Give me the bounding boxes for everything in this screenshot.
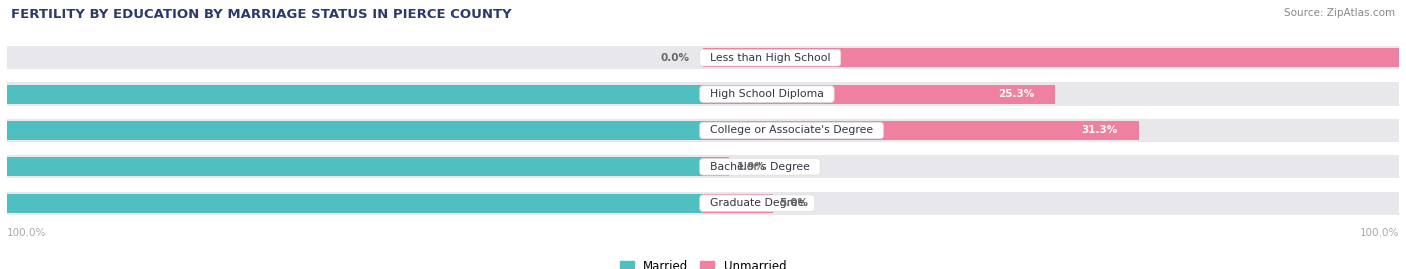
- Text: Bachelor's Degree: Bachelor's Degree: [703, 162, 817, 172]
- Bar: [703, 85, 1054, 104]
- Text: College or Associate's Degree: College or Associate's Degree: [703, 125, 880, 136]
- Text: Graduate Degree: Graduate Degree: [703, 198, 811, 208]
- Bar: [7, 83, 1399, 106]
- Bar: [703, 121, 1139, 140]
- Bar: [0, 194, 703, 213]
- Bar: [7, 119, 1399, 142]
- Legend: Married, Unmarried: Married, Unmarried: [614, 255, 792, 269]
- Bar: [0, 85, 703, 104]
- Text: 31.3%: 31.3%: [1081, 125, 1118, 136]
- Text: 5.0%: 5.0%: [779, 198, 808, 208]
- Text: Source: ZipAtlas.com: Source: ZipAtlas.com: [1284, 8, 1395, 18]
- Text: 100.0%: 100.0%: [7, 228, 46, 238]
- Bar: [0, 121, 703, 140]
- Text: 0.0%: 0.0%: [659, 53, 689, 63]
- Text: 100.0%: 100.0%: [1360, 228, 1399, 238]
- Bar: [7, 192, 1399, 215]
- Text: 1.9%: 1.9%: [737, 162, 765, 172]
- Bar: [7, 46, 1399, 69]
- Bar: [703, 194, 773, 213]
- Bar: [7, 155, 1399, 178]
- Bar: [703, 157, 730, 176]
- Text: FERTILITY BY EDUCATION BY MARRIAGE STATUS IN PIERCE COUNTY: FERTILITY BY EDUCATION BY MARRIAGE STATU…: [11, 8, 512, 21]
- Bar: [0, 157, 703, 176]
- Text: Less than High School: Less than High School: [703, 53, 838, 63]
- Text: High School Diploma: High School Diploma: [703, 89, 831, 99]
- Text: 25.3%: 25.3%: [998, 89, 1035, 99]
- Bar: [703, 48, 1406, 67]
